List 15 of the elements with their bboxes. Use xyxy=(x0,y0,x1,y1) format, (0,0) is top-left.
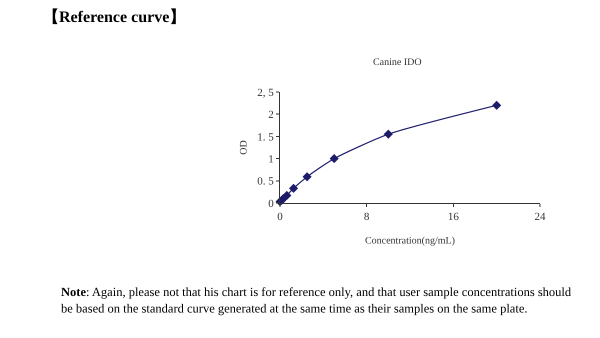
x-tick-label: 0 xyxy=(277,211,284,224)
y-tick-label: 1. 5 xyxy=(257,131,274,144)
y-tick-label: 2, 5 xyxy=(257,86,274,99)
chart-subtitle: Canine IDO xyxy=(373,57,422,68)
y-tick-label: 1 xyxy=(268,153,274,166)
y-tick-label: 2 xyxy=(268,109,274,122)
text: Note: Again, please not that his chart is for reference only, and that user sample concentrations should be based on the standard curve generated at the same time as their samples on the same plate. xyxy=(61,285,572,316)
y-axis-title: OD xyxy=(238,140,250,155)
x-tick-label: 24 xyxy=(534,211,546,224)
x-axis-title: Concentration(ng/mL) xyxy=(365,236,455,247)
x-tick-label: 16 xyxy=(448,211,460,224)
x-tick-label: 8 xyxy=(364,211,370,224)
text: 【Reference curve】 xyxy=(43,8,186,26)
y-tick-label: 0. 5 xyxy=(257,176,274,188)
y-tick-label: 0 xyxy=(268,198,274,210)
